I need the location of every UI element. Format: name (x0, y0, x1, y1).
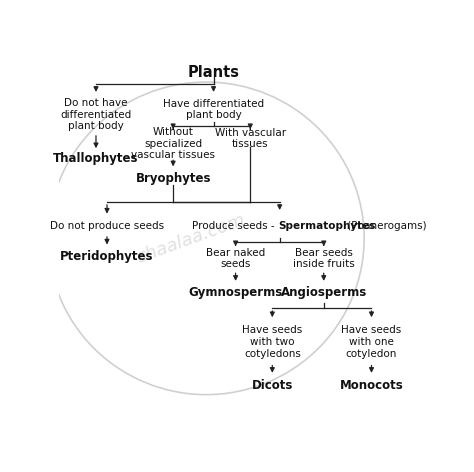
Text: Have seeds
with one
cotyledon: Have seeds with one cotyledon (341, 325, 401, 359)
Text: Angiosperms: Angiosperms (281, 287, 367, 299)
Text: Do not have
differentiated
plant body: Do not have differentiated plant body (60, 98, 132, 131)
Text: Have differentiated
plant body: Have differentiated plant body (163, 99, 264, 120)
Text: Thallophytes: Thallophytes (53, 152, 139, 165)
Text: Monocots: Monocots (340, 379, 403, 392)
Text: Bear seeds
inside fruits: Bear seeds inside fruits (293, 247, 355, 269)
Text: Do not produce seeds: Do not produce seeds (50, 220, 164, 231)
Text: Bear naked
seeds: Bear naked seeds (206, 247, 265, 269)
Text: shaalaa.com: shaalaa.com (135, 211, 248, 266)
Text: Plants: Plants (188, 66, 239, 81)
Text: Bryophytes: Bryophytes (136, 172, 211, 185)
Text: Without
specialized
vascular tissues: Without specialized vascular tissues (131, 127, 215, 160)
Text: (Phanerogams): (Phanerogams) (344, 220, 427, 231)
Text: Have seeds
with two
cotyledons: Have seeds with two cotyledons (242, 325, 302, 359)
Text: Produce seeds -: Produce seeds - (192, 220, 278, 231)
Text: Dicots: Dicots (252, 379, 293, 392)
Text: Pteridophytes: Pteridophytes (60, 250, 154, 263)
Text: With vascular
tissues: With vascular tissues (215, 127, 286, 149)
Text: Gymnosperms: Gymnosperms (189, 287, 283, 299)
Text: Spermatophytes: Spermatophytes (278, 220, 375, 231)
